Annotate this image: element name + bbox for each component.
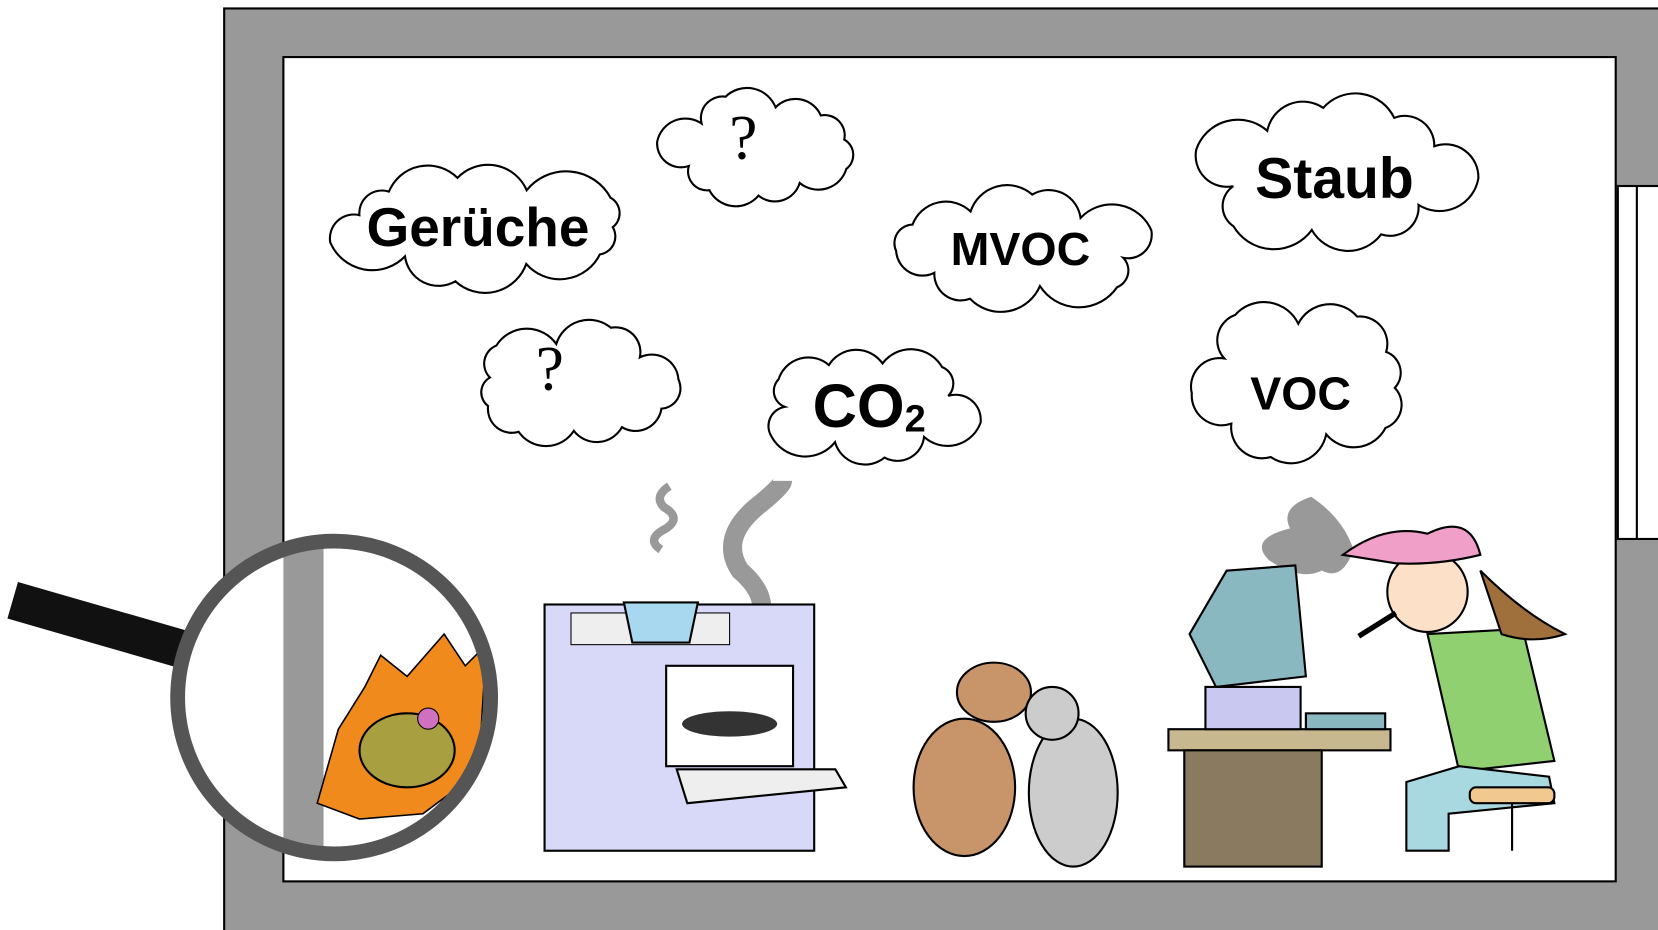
mite-eye <box>418 708 439 729</box>
cloud-label: ? <box>536 333 564 404</box>
dog <box>914 719 1016 856</box>
cloud-label: Staub <box>1255 147 1414 211</box>
illustration: Gerüche ? MVOC Staub ? CO2 VOC <box>0 0 1658 930</box>
cat-head <box>1026 687 1079 740</box>
cloud-label: ? <box>729 101 757 172</box>
cloud-label-subscript: 2 <box>905 399 926 441</box>
computer <box>1205 687 1300 729</box>
cloud-label-main: CO <box>813 371 905 440</box>
cloud-label: VOC <box>1250 368 1351 420</box>
keyboard <box>1306 713 1385 729</box>
cat <box>1029 719 1118 867</box>
magnifier-handle <box>13 600 185 650</box>
desk <box>1184 750 1321 866</box>
cloud-label: MVOC <box>951 223 1091 275</box>
page: {"clouds": [ {"label": "Gerüche"}, {"lab… <box>0 0 1658 930</box>
desk-top <box>1168 729 1390 750</box>
lens-wall <box>283 528 323 866</box>
chair-seat <box>1470 787 1555 803</box>
cloud-label: Gerüche <box>366 196 589 258</box>
mite <box>360 713 455 787</box>
dish <box>682 711 777 736</box>
pot <box>624 602 698 642</box>
dog-head <box>957 663 1031 722</box>
